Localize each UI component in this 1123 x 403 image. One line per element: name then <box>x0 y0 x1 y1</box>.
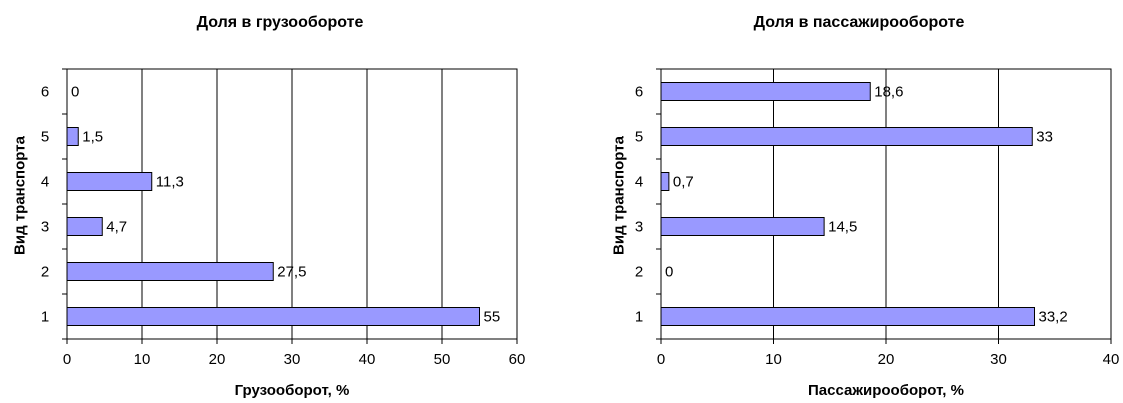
chart-title: Доля в пассажирообороте <box>753 14 965 31</box>
y-tick-label: 5 <box>635 129 643 146</box>
x-tick-label: 30 <box>284 351 301 368</box>
bar <box>66 307 480 326</box>
data-label: 0 <box>71 84 79 101</box>
data-label: 27,5 <box>277 264 306 281</box>
y-axis-label: Вид транспорта <box>610 136 628 255</box>
bar <box>66 172 153 191</box>
x-tick-label: 60 <box>509 351 526 368</box>
y-tick-label: 2 <box>41 264 49 281</box>
chart-plot: 0 10 20 30 40 50 601 552 27,53 4,74 11,35 1,56 0 <box>41 68 526 368</box>
x-tick-label: 10 <box>134 351 151 368</box>
y-tick-label: 3 <box>41 219 49 236</box>
x-tick-label: 40 <box>1103 351 1120 368</box>
y-tick-label: 2 <box>635 264 643 281</box>
data-label: 0 <box>665 264 673 281</box>
bar <box>660 82 871 101</box>
data-label: 0,7 <box>673 174 694 191</box>
y-tick-label: 1 <box>635 309 643 326</box>
data-label: 4,7 <box>106 219 127 236</box>
x-tick-label: 0 <box>657 351 665 368</box>
bar <box>660 172 670 191</box>
y-tick-label: 6 <box>635 84 643 101</box>
chart-plot: 0 10 20 30 401 33,22 03 14,54 0,75 336 18,6 <box>635 68 1120 368</box>
x-axis-label: Грузооборот, % <box>234 382 350 399</box>
data-label: 55 <box>484 309 501 326</box>
chart-passenger: Доля в пассажирообороте 0 10 20 30 40 1 33,2 2 0… <box>595 0 1123 403</box>
x-tick-label: 40 <box>359 351 376 368</box>
y-tick-label: 1 <box>41 309 49 326</box>
y-tick-label: 4 <box>41 174 49 191</box>
bar <box>660 217 825 236</box>
x-tick-label: 20 <box>209 351 226 368</box>
x-tick-label: 0 <box>63 351 71 368</box>
y-axis-label: Вид транспорта <box>11 136 29 255</box>
data-label: 1,5 <box>82 129 103 146</box>
x-tick-label: 50 <box>434 351 451 368</box>
bar <box>66 127 79 146</box>
y-tick-label: 5 <box>41 129 49 146</box>
data-label: 14,5 <box>828 219 857 236</box>
data-label: 11,3 <box>156 174 184 191</box>
y-tick-label: 3 <box>635 219 643 236</box>
bar <box>660 127 1033 146</box>
x-axis-label: Пассажирооборот, % <box>808 382 964 399</box>
chart-title: Доля в грузообороте <box>196 14 364 31</box>
bar <box>66 217 103 236</box>
x-tick-label: 10 <box>765 351 782 368</box>
bar <box>660 307 1035 326</box>
y-tick-label: 4 <box>635 174 643 191</box>
chart-freight: Доля в грузообороте 0 10 20 30 40 50 60 1 55 2 27,… <box>0 0 560 403</box>
data-label: 33,2 <box>1039 309 1068 326</box>
bar <box>66 262 274 281</box>
data-label: 18,6 <box>874 84 903 101</box>
x-tick-label: 20 <box>878 351 895 368</box>
data-label: 33 <box>1036 129 1053 146</box>
x-tick-label: 30 <box>990 351 1007 368</box>
y-tick-label: 6 <box>41 84 49 101</box>
